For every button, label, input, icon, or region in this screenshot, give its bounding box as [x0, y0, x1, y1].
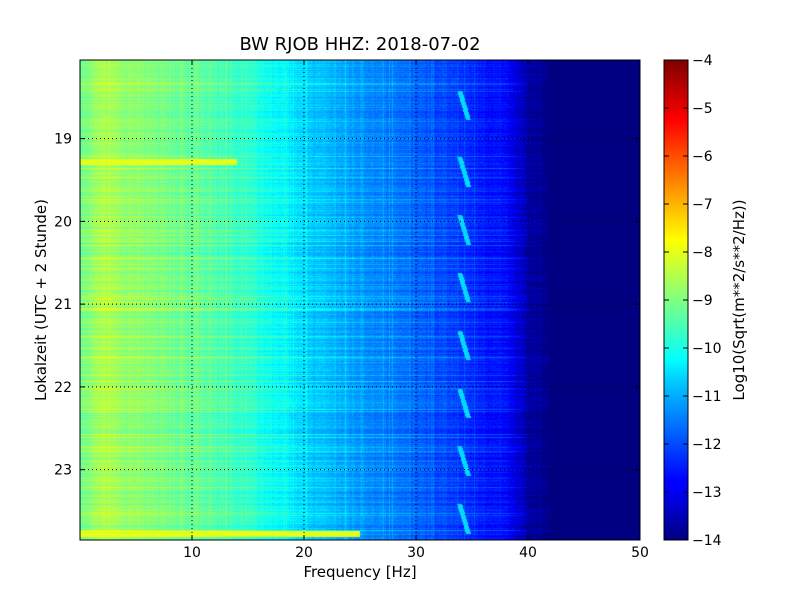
y-tick-label: 19: [54, 132, 72, 148]
chart-title: BW RJOB HHZ: 2018-07-02: [239, 34, 480, 55]
x-tick-label: 40: [519, 545, 537, 561]
colorbar-tick-label: −8: [692, 245, 713, 261]
colorbar-tick-label: −13: [692, 485, 722, 501]
y-tick-label: 20: [54, 214, 72, 230]
x-tick-label: 10: [183, 545, 201, 561]
x-axis-label: Frequency [Hz]: [303, 563, 416, 581]
colorbar-tick-label: −11: [692, 389, 722, 405]
y-tick-label: 22: [54, 380, 72, 396]
colorbar-label: Log10(Sqrt(m**2/s**2/Hz)): [730, 199, 748, 400]
colorbar-tick-label: −5: [692, 101, 713, 117]
spectrogram-heatmap: [80, 60, 640, 540]
colorbar-tick-label: −7: [692, 197, 713, 213]
colorbar-tick-label: −4: [692, 53, 713, 69]
colorbar-tick-label: −10: [692, 341, 722, 357]
colorbar: −4 −5 −6 −7 −8 −9 −10 −11 −12 −13 −14 Log10(Sqrt(m…: [664, 53, 748, 549]
y-tick-label: 21: [54, 297, 72, 313]
x-tick-label: 30: [407, 545, 425, 561]
x-tick-label: 20: [295, 545, 313, 561]
x-tick-label: 50: [631, 545, 649, 561]
y-tick-label: 23: [54, 463, 72, 479]
y-axis-label: Lokalzeit (UTC + 2 Stunde): [32, 199, 50, 401]
plot-area: 10 20 30 40 50 19 20 21 22 23: [54, 60, 649, 561]
colorbar-tick-label: −6: [692, 149, 713, 165]
colorbar-tick-label: −9: [692, 293, 713, 309]
colorbar-tick-label: −12: [692, 437, 722, 453]
colorbar-tick-label: −14: [692, 533, 722, 549]
